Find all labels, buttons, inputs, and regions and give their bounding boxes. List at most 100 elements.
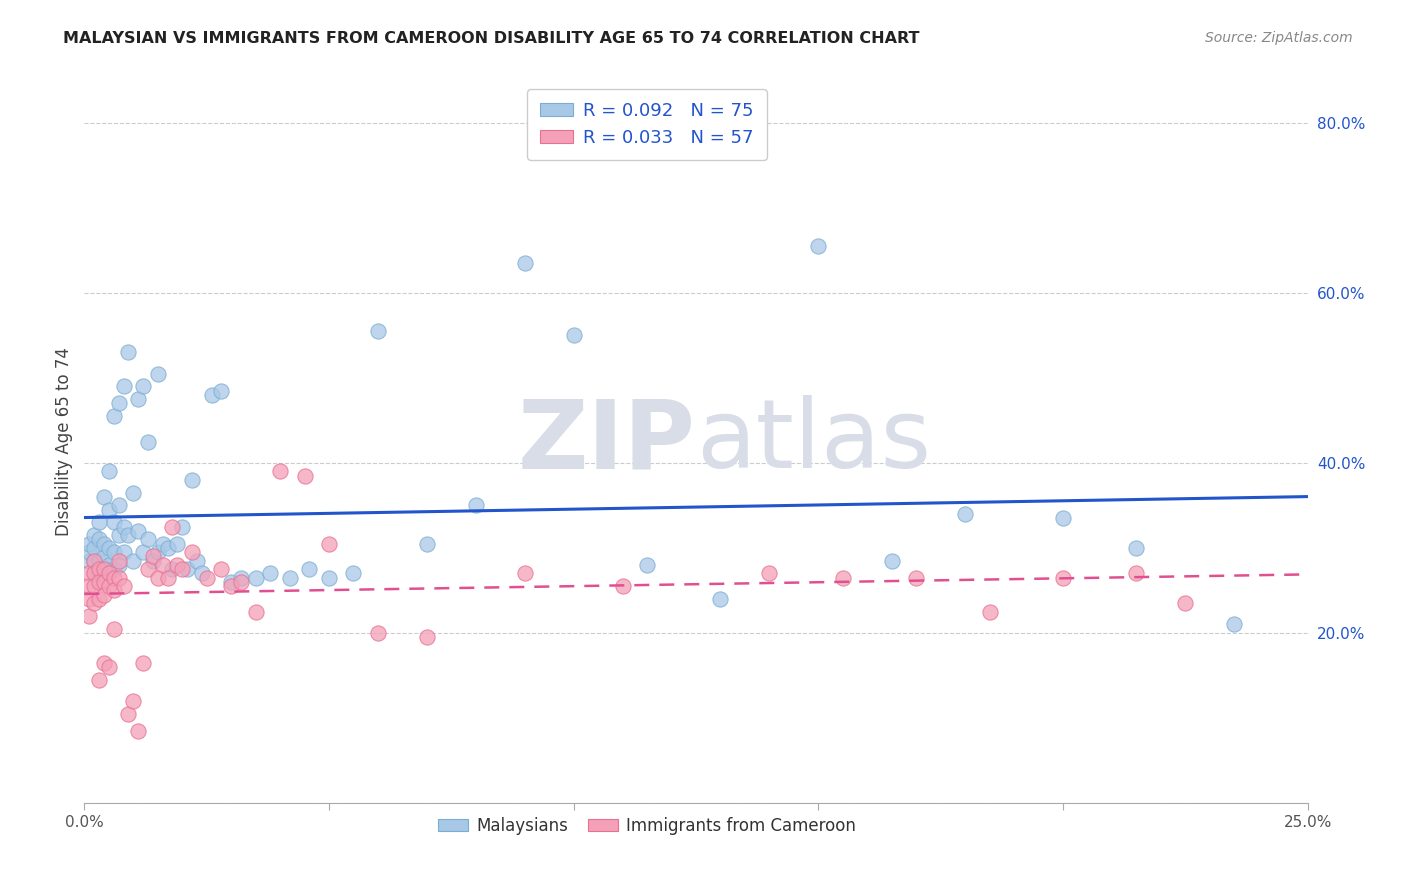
Point — [831, 570, 853, 584]
Point — [200, 388, 222, 402]
Point — [77, 591, 100, 606]
Point — [83, 579, 105, 593]
Point — [191, 566, 214, 581]
Point — [162, 519, 184, 533]
Point — [612, 579, 634, 593]
Point — [83, 528, 105, 542]
Point — [1125, 541, 1147, 555]
Point — [93, 574, 115, 589]
Point — [172, 562, 194, 576]
Point — [77, 566, 100, 581]
Point — [87, 562, 110, 576]
Point — [152, 558, 174, 572]
Point — [93, 656, 115, 670]
Point — [186, 553, 208, 567]
Point — [97, 660, 120, 674]
Point — [367, 625, 389, 640]
Point — [132, 656, 155, 670]
Point — [87, 553, 110, 567]
Point — [112, 545, 135, 559]
Point — [562, 328, 585, 343]
Point — [269, 464, 291, 478]
Point — [112, 519, 135, 533]
Point — [162, 562, 184, 576]
Point — [636, 558, 658, 572]
Point — [278, 570, 301, 584]
Point — [166, 558, 188, 572]
Point — [181, 473, 204, 487]
Point — [1223, 617, 1246, 632]
Point — [83, 553, 105, 567]
Point — [122, 694, 145, 708]
Point — [93, 562, 115, 576]
Point — [245, 570, 267, 584]
Point — [513, 256, 536, 270]
Point — [97, 566, 120, 581]
Point — [103, 409, 125, 423]
Text: MALAYSIAN VS IMMIGRANTS FROM CAMEROON DISABILITY AGE 65 TO 74 CORRELATION CHART: MALAYSIAN VS IMMIGRANTS FROM CAMEROON DI… — [63, 31, 920, 46]
Point — [195, 570, 218, 584]
Point — [318, 536, 340, 550]
Point — [87, 533, 110, 547]
Point — [172, 519, 194, 533]
Point — [1052, 570, 1074, 584]
Point — [112, 579, 135, 593]
Point — [117, 528, 139, 542]
Point — [93, 490, 115, 504]
Point — [103, 583, 125, 598]
Point — [880, 553, 903, 567]
Point — [229, 574, 252, 589]
Point — [245, 605, 267, 619]
Point — [132, 545, 155, 559]
Point — [146, 545, 169, 559]
Point — [152, 536, 174, 550]
Point — [77, 608, 100, 623]
Point — [294, 468, 316, 483]
Point — [93, 549, 115, 564]
Point — [87, 591, 110, 606]
Point — [219, 574, 242, 589]
Text: Source: ZipAtlas.com: Source: ZipAtlas.com — [1205, 31, 1353, 45]
Point — [122, 553, 145, 567]
Point — [107, 558, 129, 572]
Point — [107, 553, 129, 567]
Point — [1174, 596, 1197, 610]
Point — [103, 570, 125, 584]
Point — [122, 485, 145, 500]
Point — [83, 553, 105, 567]
Point — [93, 588, 115, 602]
Text: ZIP: ZIP — [517, 395, 696, 488]
Point — [97, 558, 120, 572]
Point — [209, 562, 232, 576]
Point — [146, 367, 169, 381]
Point — [117, 706, 139, 721]
Point — [103, 545, 125, 559]
Point — [905, 570, 928, 584]
Point — [318, 570, 340, 584]
Point — [117, 345, 139, 359]
Point — [342, 566, 364, 581]
Point — [229, 570, 252, 584]
Point — [103, 622, 125, 636]
Text: atlas: atlas — [696, 395, 931, 488]
Point — [209, 384, 232, 398]
Point — [416, 630, 439, 644]
Point — [103, 516, 125, 530]
Point — [416, 536, 439, 550]
Point — [112, 379, 135, 393]
Point — [77, 545, 100, 559]
Point — [127, 392, 149, 406]
Point — [127, 723, 149, 738]
Point — [97, 541, 120, 555]
Point — [97, 502, 120, 516]
Point — [87, 673, 110, 687]
Point — [93, 536, 115, 550]
Point — [807, 239, 830, 253]
Point — [142, 549, 165, 564]
Point — [97, 579, 120, 593]
Point — [77, 579, 100, 593]
Point — [298, 562, 321, 576]
Point — [513, 566, 536, 581]
Point — [87, 574, 110, 589]
Legend: Malaysians, Immigrants from Cameroon: Malaysians, Immigrants from Cameroon — [432, 810, 863, 841]
